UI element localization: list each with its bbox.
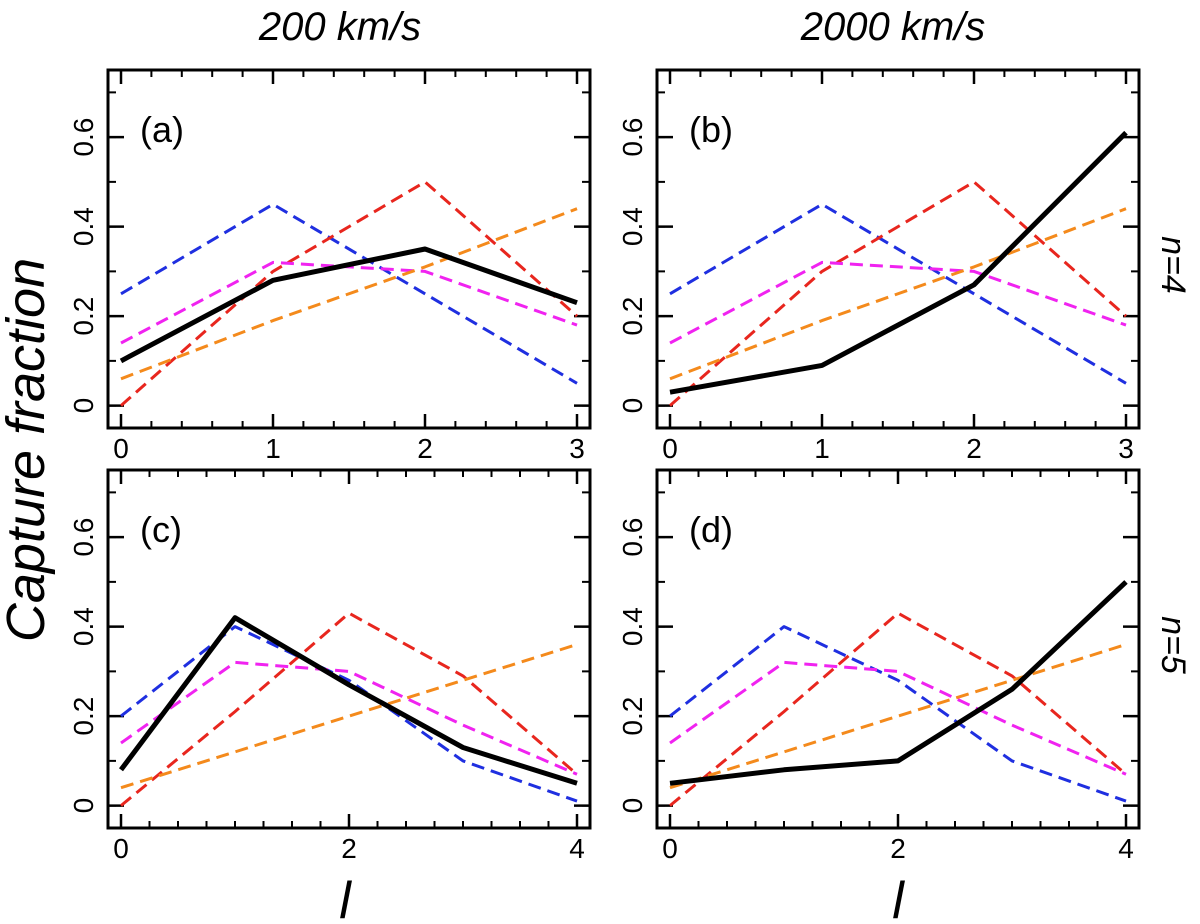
y-tick-label: 0.4: [68, 207, 99, 246]
panel-d: 0 2 4 0 0.2 0.4 0.6 (d): [617, 468, 1141, 864]
x-tick-label: 0: [662, 433, 678, 464]
x-tick-label: 0: [113, 833, 129, 864]
x-tick-label: 2: [966, 433, 982, 464]
panel-label: (a): [140, 109, 184, 150]
y-tick-label: 0.4: [68, 607, 99, 646]
x-tick-label: 2: [341, 833, 357, 864]
series-line-black: [669, 130, 1128, 395]
y-tick-label: 0.6: [68, 518, 99, 557]
series-line-blue: [669, 625, 1127, 803]
y-tick-label: 0.6: [68, 118, 99, 157]
y-tick-label: 0.2: [617, 697, 648, 736]
panel-label: (b): [689, 109, 733, 150]
y-tick-label: 0.4: [617, 607, 648, 646]
x-tick-label: 3: [1118, 433, 1134, 464]
y-tick-label: 0: [617, 398, 648, 414]
y-tick-label: 0.4: [617, 207, 648, 246]
y-tick-label: 0.6: [617, 118, 648, 157]
series-line-black: [118, 615, 578, 786]
series-line-blue: [669, 202, 1127, 385]
series-line-orange: [120, 207, 578, 381]
x-tick-label: 2: [417, 433, 433, 464]
x-tick-label: 1: [265, 433, 281, 464]
row-label-top: n=4: [1154, 236, 1192, 294]
plot-frame: [655, 68, 1141, 430]
x-tick-label: 2: [890, 833, 906, 864]
y-tick-label: 0.6: [617, 518, 648, 557]
panel-label: (c): [140, 509, 182, 550]
y-tick-label: 0.2: [68, 297, 99, 336]
y-tick-label: 0.2: [68, 697, 99, 736]
series-line-magenta: [669, 660, 1127, 776]
panel-c: 0 2 4 0 0.2 0.4 0.6 (c): [68, 468, 592, 864]
series-line-orange: [669, 207, 1127, 381]
series-line-red: [669, 180, 1127, 407]
x-tick-label: 0: [113, 433, 129, 464]
series-line-black: [669, 580, 1128, 786]
plot-frame: [106, 68, 592, 430]
x-tick-label: 4: [569, 833, 585, 864]
row-label-bottom: n=5: [1154, 616, 1192, 674]
y-tick-label: 0: [617, 798, 648, 814]
x-axis-title-right: l: [892, 872, 905, 924]
column-title-right: 2000 km/s: [800, 5, 986, 49]
x-axis-title-left: l: [339, 872, 352, 924]
series-line-blue: [120, 202, 578, 385]
y-axis-title: Capture fraction: [0, 258, 56, 642]
series-line-blue: [120, 625, 578, 803]
series-line-black: [119, 246, 578, 364]
column-title-left: 200 km/s: [258, 5, 421, 49]
x-tick-label: 0: [662, 833, 678, 864]
series-line-red: [120, 180, 578, 407]
x-tick-label: 3: [569, 433, 585, 464]
panel-label: (d): [689, 509, 733, 550]
series-line-magenta: [120, 260, 578, 345]
y-tick-label: 0.2: [617, 297, 648, 336]
series-line-magenta: [669, 260, 1127, 345]
series-line-red: [120, 611, 578, 807]
series-line-magenta: [120, 660, 578, 776]
y-tick-label: 0: [68, 798, 99, 814]
x-tick-label: 1: [814, 433, 830, 464]
panel-b: 0 1 2 3 0 0.2 0.4 0.6 (b): [617, 68, 1141, 464]
x-tick-label: 4: [1118, 833, 1134, 864]
panel-a: 0 1 2 3 0 0.2 0.4 0.6 (a): [68, 68, 592, 464]
y-tick-label: 0: [68, 398, 99, 414]
